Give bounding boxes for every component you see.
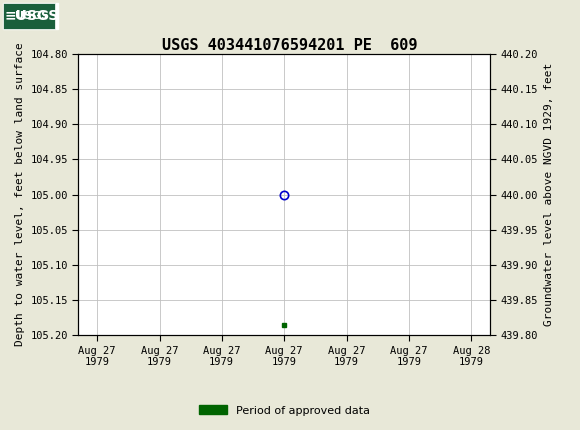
Text: USGS 403441076594201 PE  609: USGS 403441076594201 PE 609 (162, 38, 418, 52)
Y-axis label: Groundwater level above NGVD 1929, feet: Groundwater level above NGVD 1929, feet (543, 63, 553, 326)
Y-axis label: Depth to water level, feet below land surface: Depth to water level, feet below land su… (15, 43, 25, 347)
Text: USGS: USGS (15, 11, 49, 21)
Bar (3, 3, 55, 29)
Text: ≡USGS: ≡USGS (4, 9, 59, 23)
Bar (3, 3, 58, 29)
Legend: Period of approved data: Period of approved data (194, 401, 374, 420)
